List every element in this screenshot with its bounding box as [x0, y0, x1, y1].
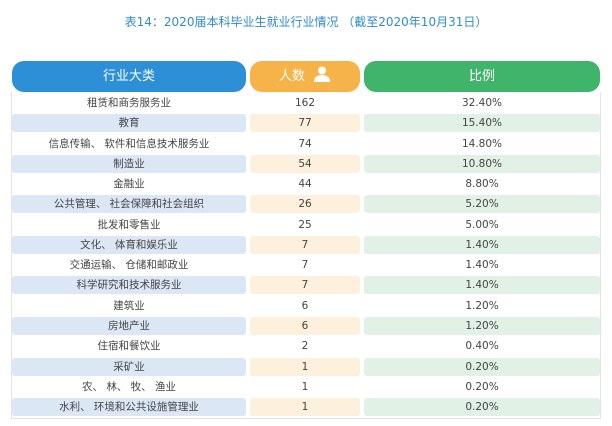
- category-cell: 公共管理、 社会保障和社会组织: [12, 195, 246, 214]
- ratio-cell: 1.40%: [364, 235, 600, 254]
- category-cell: 批发和零售业: [97, 218, 161, 231]
- count-cell: 44: [298, 178, 312, 191]
- ratio-cell: 1.40%: [465, 259, 499, 272]
- header-count: 人数: [250, 61, 360, 92]
- ratio-cell: 0.20%: [364, 398, 600, 417]
- category-cell: 住宿和餐饮业: [97, 340, 161, 353]
- category-cell: 租赁和商务服务业: [87, 97, 171, 109]
- header-ratio: 比例: [364, 61, 600, 92]
- count-cell: 1: [301, 380, 309, 393]
- header-category: 行业大类: [12, 61, 246, 92]
- category-cell: 建筑业: [113, 299, 145, 312]
- ratio-cell: 1.20%: [465, 299, 499, 312]
- ratio-cell: 10.80%: [364, 154, 600, 173]
- category-cell: 金融业: [113, 178, 145, 191]
- table-frame: [11, 92, 601, 419]
- ratio-cell: 0.20%: [364, 357, 600, 376]
- count-cell: 162: [294, 97, 316, 109]
- category-cell: 制造业: [12, 154, 246, 173]
- count-cell: 7: [250, 235, 360, 254]
- ratio-cell: 5.20%: [364, 195, 600, 214]
- ratio-cell: 5.00%: [465, 218, 499, 231]
- category-cell: 农、 林、 牧、 渔业: [81, 380, 176, 393]
- count-cell: 54: [250, 154, 360, 173]
- category-cell: 交通运输、 仓储和邮政业: [69, 259, 189, 272]
- count-cell: 7: [250, 276, 360, 295]
- category-cell: 房地产业: [12, 316, 246, 335]
- ratio-cell: 1.20%: [364, 316, 600, 335]
- count-cell: 74: [298, 137, 312, 150]
- category-cell: 文化、 体育和娱乐业: [12, 235, 246, 254]
- category-cell: 水利、 环境和公共设施管理业: [12, 398, 246, 417]
- ratio-cell: 0.40%: [465, 340, 499, 353]
- count-cell: 25: [298, 218, 312, 231]
- count-cell: 6: [301, 299, 309, 312]
- table-title: 表14：2020届本科毕业生就业行业情况 （截至2020年10月31日）: [124, 15, 488, 29]
- ratio-cell: 32.40%: [461, 97, 503, 109]
- count-cell: 7: [301, 259, 309, 272]
- person-icon: [314, 66, 331, 82]
- header-count-text: 人数: [278, 69, 305, 84]
- ratio-cell: 8.80%: [465, 178, 499, 191]
- ratio-cell: 14.80%: [461, 137, 503, 150]
- count-cell: 1: [250, 357, 360, 376]
- category-cell: 科学研究和技术服务业: [12, 276, 246, 295]
- count-cell: 6: [250, 316, 360, 335]
- category-cell: 信息传输、 软件和信息技术服务业: [48, 137, 210, 150]
- count-cell: 1: [250, 398, 360, 417]
- count-cell: 77: [250, 114, 360, 133]
- count-cell: 26: [250, 195, 360, 214]
- ratio-cell: 15.40%: [364, 114, 600, 133]
- category-cell: 采矿业: [12, 357, 246, 376]
- category-cell: 教育: [12, 114, 246, 133]
- ratio-cell: 0.20%: [465, 380, 499, 393]
- ratio-cell: 1.40%: [364, 276, 600, 295]
- count-cell: 2: [301, 340, 309, 353]
